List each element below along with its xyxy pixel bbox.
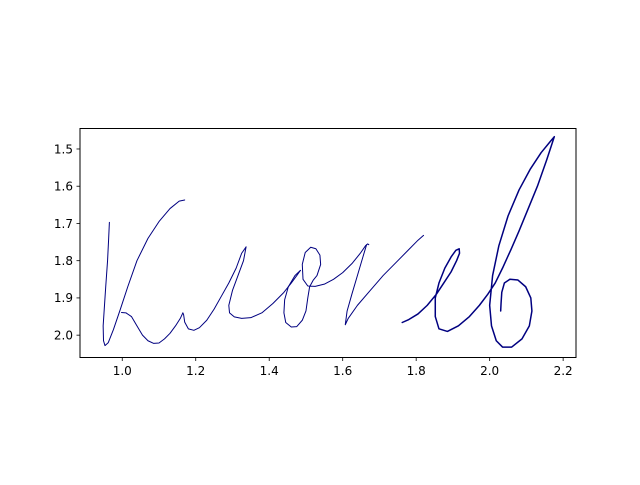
x-axis: 1.0 1.2 1.4 1.6 1.8 2.0 2.2 — [113, 357, 573, 378]
x-tick-label: 2.0 — [480, 364, 499, 378]
x-tick-label: 1.0 — [113, 364, 132, 378]
y-tick-label: 1.9 — [54, 291, 73, 305]
x-tick-label: 1.6 — [333, 364, 352, 378]
x-tick-label: 2.2 — [554, 364, 573, 378]
stroke-line-4 — [283, 243, 370, 328]
stroke-line-5 — [344, 234, 425, 326]
y-axis: 1.5 1.6 1.7 1.8 1.9 2.0 — [54, 142, 80, 342]
y-tick-label: 2.0 — [54, 328, 73, 342]
y-tick-label: 1.8 — [54, 254, 73, 268]
y-tick-label: 1.7 — [54, 217, 73, 231]
series-layer — [102, 135, 556, 348]
stroke-line-1 — [102, 199, 186, 347]
stroke-line-2 — [121, 246, 247, 344]
x-tick-label: 1.8 — [407, 364, 426, 378]
x-tick-label: 1.2 — [186, 364, 205, 378]
stroke-line-6 — [401, 135, 556, 348]
x-tick-label: 1.4 — [260, 364, 279, 378]
y-tick-label: 1.5 — [54, 142, 73, 156]
y-tick-label: 1.6 — [54, 180, 73, 194]
plot-frame — [79, 128, 577, 358]
